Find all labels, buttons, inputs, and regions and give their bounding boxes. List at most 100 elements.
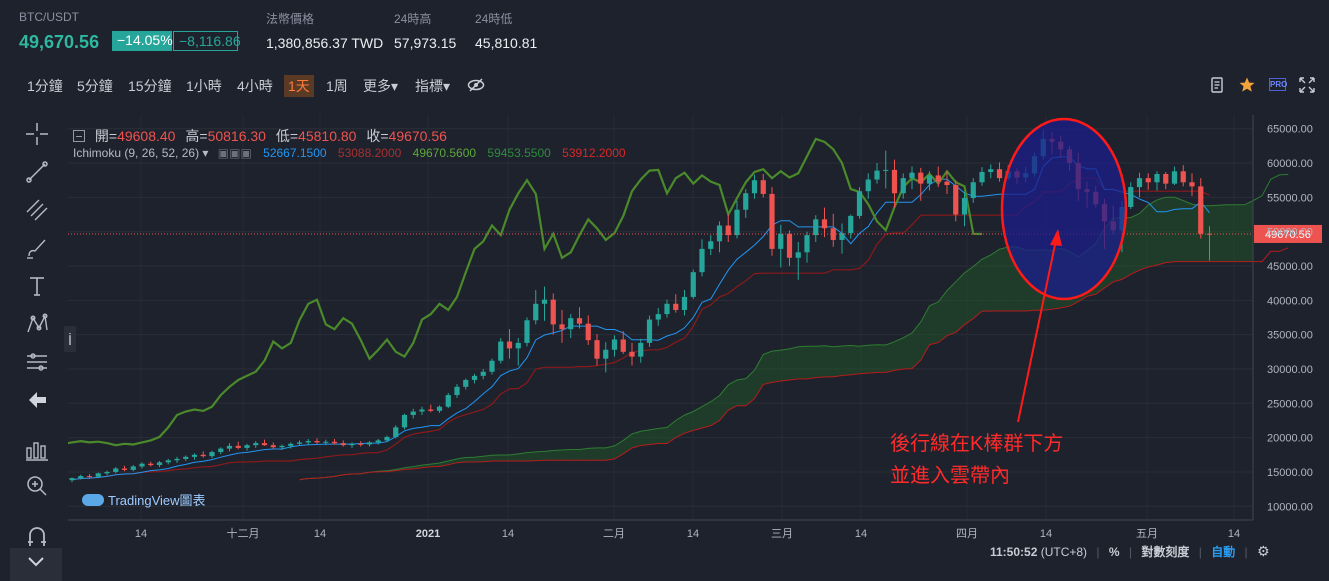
cloud-segment: [745, 370, 755, 406]
cloud-segment: [509, 453, 519, 461]
trend-line-icon[interactable]: [23, 158, 51, 186]
time-tick-label: 14: [1040, 528, 1052, 540]
candle: [725, 214, 731, 242]
back-arrow-icon[interactable]: [23, 386, 51, 414]
cloud-segment: [649, 428, 659, 445]
candle: [1180, 165, 1186, 187]
hide-eye-icon[interactable]: [467, 76, 485, 94]
symbol-label[interactable]: BTC/USDT: [19, 10, 79, 24]
favorite-star-icon[interactable]: [1238, 76, 1256, 94]
fib-channel-icon[interactable]: [23, 196, 51, 224]
expand-tools-chevron-icon[interactable]: [10, 548, 62, 581]
percent-toggle[interactable]: %: [1108, 545, 1120, 559]
note-icon[interactable]: [1208, 76, 1226, 94]
cloud-segment: [1183, 200, 1192, 262]
more-menu[interactable]: 更多▾: [363, 78, 399, 94]
candle: [428, 404, 434, 413]
measure-tool-icon[interactable]: [23, 436, 51, 464]
candle: [331, 439, 338, 445]
cloud-segment: [588, 447, 597, 461]
candle: [515, 338, 521, 366]
candle: [1154, 171, 1160, 191]
close-label: 收=: [366, 128, 389, 144]
fiat-price-label: 法幣價格: [266, 12, 315, 26]
ichimoku-settings-icons[interactable]: ▣▣▣: [217, 146, 252, 160]
cloud-segment: [990, 249, 1000, 311]
text-tool-icon[interactable]: [23, 272, 51, 300]
tradingview-watermark[interactable]: TradingView圖表: [82, 490, 206, 509]
pattern-tool-icon[interactable]: [23, 310, 51, 338]
high-24h-value: 57,973.15: [394, 35, 457, 51]
candle: [576, 307, 583, 329]
collapse-handle[interactable]: [64, 326, 76, 352]
interval-1d[interactable]: 1天: [284, 75, 314, 97]
ichimoku-name[interactable]: Ichimoku (9, 26, 52, 26): [73, 146, 200, 160]
cloud-segment: [999, 246, 1009, 311]
candle: [454, 384, 460, 398]
timezone[interactable]: (UTC+8): [1040, 545, 1088, 559]
prediction-tool-icon[interactable]: [23, 348, 51, 376]
crosshair-icon[interactable]: [23, 120, 51, 148]
candle: [646, 315, 653, 348]
ichimoku-dropdown-icon[interactable]: ▾: [202, 146, 209, 160]
cloud-segment: [815, 345, 825, 378]
interval-5m[interactable]: 5分鐘: [77, 78, 113, 94]
cloud-segment: [605, 445, 615, 461]
open-label: 開=: [94, 128, 118, 144]
candle: [209, 450, 215, 459]
time-tick-label: 14: [1228, 528, 1240, 540]
cloud-segment: [912, 321, 921, 369]
interval-1w[interactable]: 1周: [326, 78, 348, 94]
cloud-segment: [632, 431, 641, 448]
fullscreen-icon[interactable]: [1298, 76, 1316, 94]
candle: [340, 440, 346, 447]
interval-1m[interactable]: 1分鐘: [27, 78, 63, 94]
candle: [568, 314, 574, 339]
interval-15m[interactable]: 15分鐘: [128, 78, 172, 94]
candle: [620, 331, 626, 354]
cloud-segment: [973, 259, 982, 319]
cloud-segment: [1227, 204, 1236, 262]
candle: [323, 439, 329, 446]
last-price: 49,670.56: [19, 32, 100, 52]
cloud-segment: [684, 411, 694, 434]
price-chart[interactable]: 49670.56 65000.00 60000.00 55000.00 50000.0…: [68, 115, 1329, 550]
interval-1h[interactable]: 1小時: [186, 78, 222, 94]
candle: [384, 435, 390, 442]
candle: [926, 171, 933, 191]
candle: [498, 338, 504, 364]
candle: [778, 224, 784, 268]
brush-icon[interactable]: [23, 234, 51, 262]
candle: [848, 214, 854, 239]
collapse-legend-icon[interactable]: [73, 130, 85, 142]
candle: [673, 294, 679, 313]
indicators-menu[interactable]: 指標▾: [415, 78, 451, 94]
candle: [795, 241, 801, 280]
candle: [550, 293, 556, 335]
candle: [891, 159, 898, 208]
candle: [953, 180, 959, 222]
low-24h-value: 45,810.81: [475, 35, 538, 51]
cloud-segment: [850, 345, 860, 375]
candle: [988, 164, 994, 179]
cloud-segment: [780, 348, 790, 381]
cloud-segment: [1174, 197, 1184, 262]
zoom-icon[interactable]: [23, 472, 51, 500]
auto-scale-toggle[interactable]: 自動: [1211, 545, 1236, 559]
base-value: 53088.2000: [337, 146, 402, 160]
chart-settings-gear-icon[interactable]: ⚙: [1257, 543, 1270, 559]
candle: [349, 442, 355, 448]
candle: [629, 342, 635, 366]
magnet-icon[interactable]: [23, 522, 51, 550]
pro-badge-icon[interactable]: PRO: [1269, 78, 1288, 91]
cloud-segment: [500, 454, 510, 461]
candle: [69, 477, 75, 483]
candle: [270, 442, 276, 450]
candle: [638, 338, 644, 363]
log-scale-toggle[interactable]: 對數刻度: [1141, 545, 1190, 559]
candle: [655, 307, 661, 326]
interval-4h[interactable]: 4小時: [237, 78, 273, 94]
high-value: 50816.30: [207, 128, 266, 144]
price-tick-label: 60000.00: [1267, 158, 1313, 170]
status-bar: 11:50:52 (UTC+8) | % | 對數刻度 | 自動 | ⚙: [990, 543, 1270, 559]
